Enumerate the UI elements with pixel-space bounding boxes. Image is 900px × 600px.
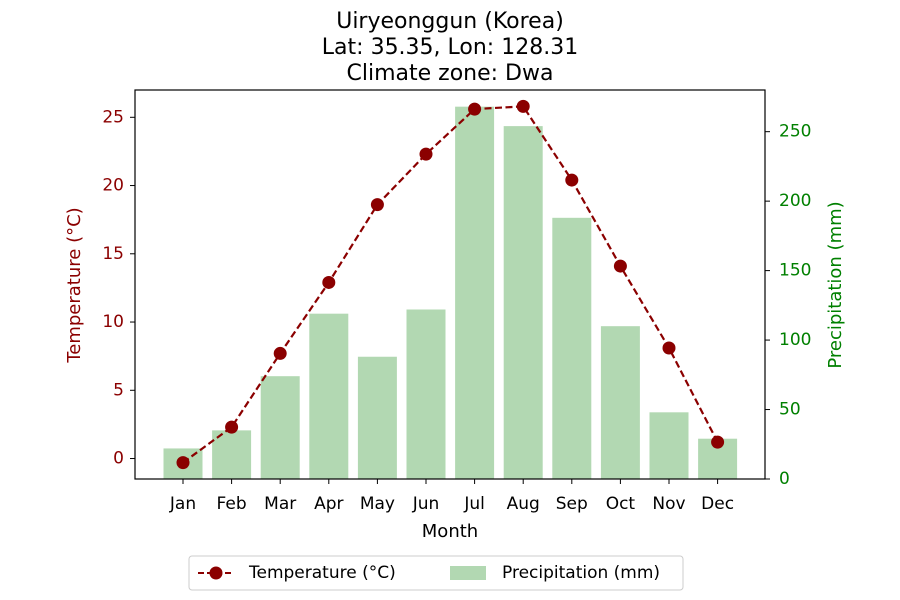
x-tick-label: Aug: [507, 494, 540, 514]
precipitation-tick-label: 0: [779, 469, 790, 489]
temperature-point: [273, 346, 287, 360]
temperature-tick-label: 25: [102, 107, 124, 127]
precipitation-bar: [503, 126, 543, 479]
plot-frame: [134, 89, 766, 480]
legend: Temperature (°C) Precipitation (mm): [188, 555, 684, 591]
precipitation-bar: [600, 326, 640, 479]
title-line-1: Uiryeonggun (Korea): [336, 9, 564, 34]
legend-precipitation-swatch: [450, 566, 486, 580]
temperature-point: [516, 99, 530, 113]
precipitation-axis-label: Precipitation (mm): [825, 201, 846, 368]
precipitation-tick-label: 150: [779, 261, 811, 281]
legend-temperature-label: Temperature (°C): [248, 563, 396, 583]
legend-frame: [188, 555, 684, 591]
x-axis-label: Month: [422, 521, 478, 542]
precipitation-bar: [309, 313, 349, 479]
x-tick-label: Jan: [169, 494, 196, 514]
precipitation-bar: [649, 412, 689, 479]
temperature-tick-label: 15: [102, 244, 124, 264]
precipitation-tick-label: 200: [779, 191, 811, 211]
x-tick-label: Jun: [412, 494, 440, 514]
precipitation-axis: 0 50 100 150 200 250: [765, 122, 811, 489]
temperature-point: [613, 259, 627, 273]
precipitation-bar: [357, 356, 397, 479]
x-tick-label: May: [360, 494, 395, 514]
temperature-point: [176, 456, 190, 470]
temperature-tick-label: 0: [113, 449, 124, 469]
title-line-2: Lat: 35.35, Lon: 128.31: [322, 35, 578, 60]
temperature-axis: 0 5 10 15 20 25: [102, 107, 135, 469]
x-axis: Jan Feb Mar Apr May Jun Jul Aug Sep Oct Nov Dec: [169, 479, 734, 514]
legend-precipitation-label: Precipitation (mm): [502, 563, 660, 583]
x-tick-label: Feb: [217, 494, 247, 514]
temperature-point: [711, 435, 725, 449]
temperature-point: [419, 147, 433, 161]
temperature-tick-label: 10: [102, 312, 124, 332]
precipitation-tick-label: 50: [779, 400, 801, 420]
precipitation-bar: [212, 430, 252, 479]
x-tick-label: Sep: [556, 494, 588, 514]
precipitation-bar: [552, 217, 592, 480]
precipitation-bars: [163, 106, 738, 480]
title-line-3: Climate zone: Dwa: [347, 61, 554, 86]
precipitation-bar: [455, 106, 495, 480]
x-tick-label: Mar: [264, 494, 296, 514]
temperature-point: [662, 341, 676, 355]
x-tick-label: Oct: [606, 494, 636, 514]
temperature-point: [468, 102, 482, 116]
precipitation-bar: [260, 376, 300, 479]
x-tick-label: Dec: [701, 494, 734, 514]
temperature-point: [225, 420, 239, 434]
temperature-line: [182, 105, 719, 464]
precipitation-tick-label: 250: [779, 122, 811, 142]
legend-temperature-marker: [209, 566, 223, 580]
x-tick-label: Jul: [463, 494, 485, 514]
precipitation-tick-label: 100: [779, 330, 811, 350]
temperature-series: [176, 99, 725, 470]
x-tick-label: Nov: [652, 494, 685, 514]
temperature-tick-label: 20: [102, 176, 124, 196]
chart-title: Uiryeonggun (Korea) Lat: 35.35, Lon: 128…: [322, 9, 578, 86]
temperature-axis-label: Temperature (°C): [64, 207, 85, 363]
temperature-tick-label: 5: [113, 380, 124, 400]
precipitation-bar: [406, 309, 446, 479]
temperature-point: [370, 198, 384, 212]
temperature-point: [322, 275, 336, 289]
temperature-point: [565, 173, 579, 187]
x-tick-label: Apr: [314, 494, 343, 514]
